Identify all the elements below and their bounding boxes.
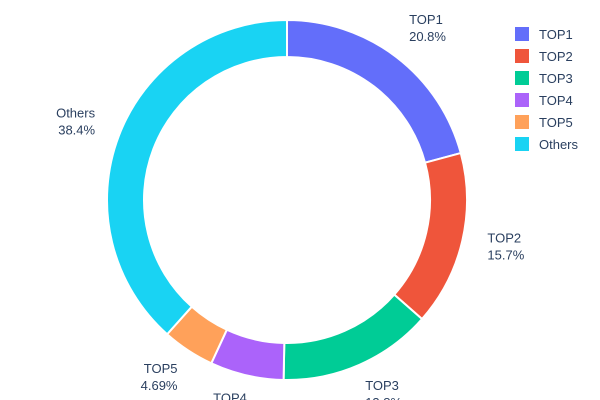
pie-slice-label-name: TOP4: [213, 391, 247, 400]
pie-slice[interactable]: [106, 19, 288, 336]
pie-slice-label: TOP2 15.7%: [487, 231, 524, 263]
legend-item-label: TOP5: [539, 115, 573, 130]
legend[interactable]: TOP1 TOP2 TOP3 TOP4 TOP5 Others: [515, 27, 579, 152]
legend-item-others[interactable]: Others: [515, 137, 579, 152]
legend-item-top3[interactable]: TOP3: [515, 71, 573, 86]
legend-color-swatch[interactable]: [515, 115, 529, 129]
pie-slice-label: TOP1 20.8%: [409, 12, 446, 44]
pie-outside-labels-group: TOP1 20.8% TOP2 15.7% TOP3 13.8% TOP46.61% TOP5…: [56, 12, 525, 400]
legend-item-label: TOP4: [539, 93, 573, 108]
legend-item-label: TOP3: [539, 71, 573, 86]
pie-slice-label-percent: 4.69%: [141, 378, 178, 393]
pie-slice-label-percent: 20.8%: [409, 29, 446, 44]
pie-slice-label-name: Others: [56, 106, 96, 121]
legend-item-label: Others: [539, 137, 579, 152]
legend-color-swatch[interactable]: [515, 93, 529, 107]
legend-color-swatch[interactable]: [515, 49, 529, 63]
legend-item-label: TOP1: [539, 27, 573, 42]
legend-item-top4[interactable]: TOP4: [515, 93, 573, 108]
pie-slices-group: [106, 19, 468, 381]
legend-color-swatch[interactable]: [515, 137, 529, 151]
legend-item-label: TOP2: [539, 49, 573, 64]
pie-slice-label-percent: 13.8%: [365, 395, 402, 400]
pie-slice-label: TOP46.61%: [213, 391, 247, 400]
pie-slice-label-percent: 38.4%: [58, 123, 95, 138]
legend-color-swatch[interactable]: [515, 27, 529, 41]
legend-item-top5[interactable]: TOP5: [515, 115, 573, 130]
pie-slice-label-percent: 15.7%: [487, 248, 524, 263]
pie-slice-label-name: TOP1: [409, 12, 443, 27]
pie-slice-label-name: TOP3: [365, 378, 399, 393]
pie-slice-label-name: TOP5: [144, 361, 178, 376]
legend-color-swatch[interactable]: [515, 71, 529, 85]
pie-slice-label-name: TOP2: [487, 231, 521, 246]
legend-item-top1[interactable]: TOP1: [515, 27, 573, 42]
pie-slice-label: TOP3 13.8%: [365, 378, 402, 400]
legend-item-top2[interactable]: TOP2: [515, 49, 573, 64]
pie-slice-label: TOP5 4.69%: [141, 361, 178, 393]
pie-slice-label: Others 38.4%: [56, 106, 96, 138]
